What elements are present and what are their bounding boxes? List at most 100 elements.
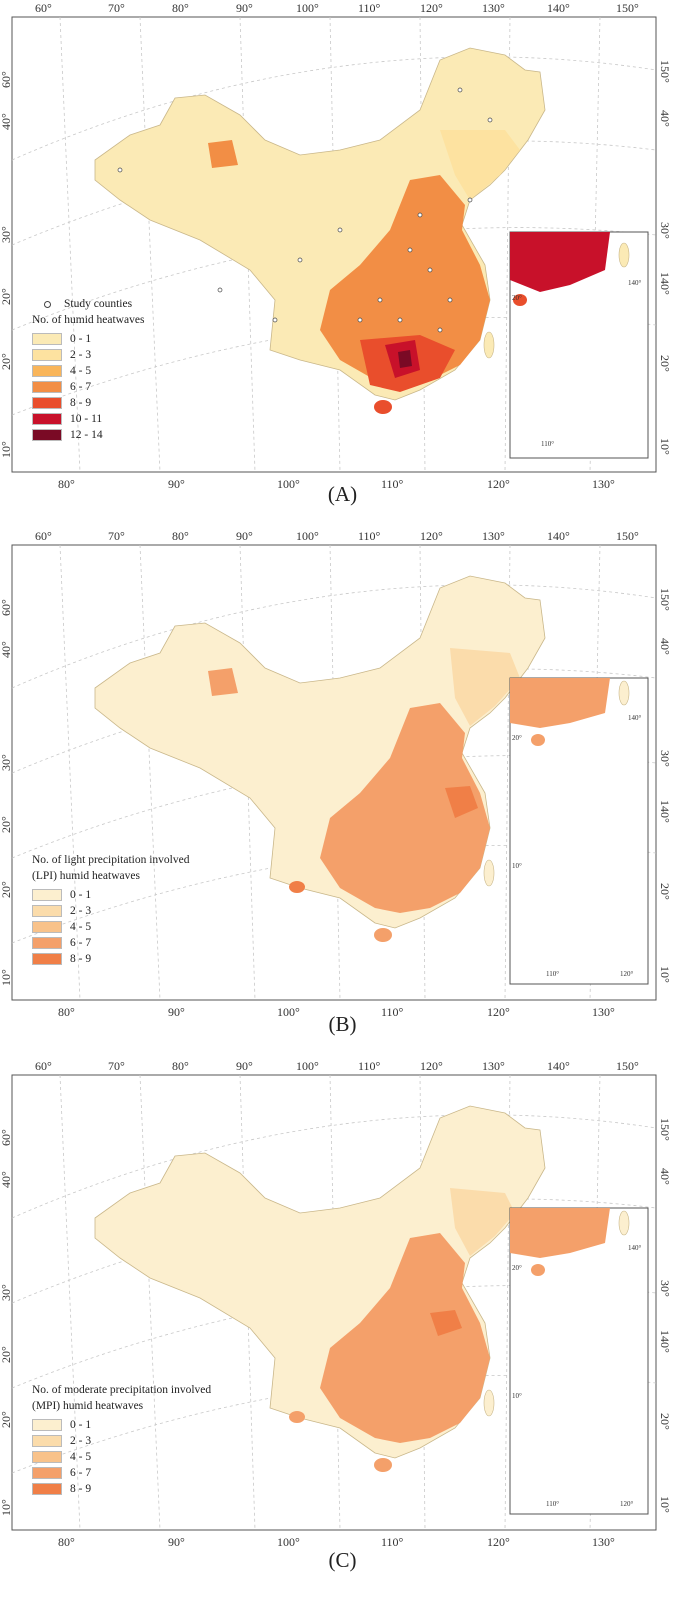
svg-text:140°: 140° (547, 1059, 570, 1073)
legend-item: 8 - 9 (32, 951, 212, 967)
south-sea-inset-c: 20° 140° 10° 110° 120° (509, 1207, 649, 1515)
svg-text:30°: 30° (658, 1280, 672, 1297)
svg-text:90°: 90° (236, 529, 253, 543)
legend-item: 4 - 5 (32, 919, 212, 935)
svg-text:90°: 90° (168, 477, 185, 491)
legend-swatch (32, 921, 62, 933)
svg-text:70°: 70° (108, 1059, 125, 1073)
svg-text:130°: 130° (592, 1535, 615, 1549)
svg-text:10°: 10° (0, 969, 13, 986)
svg-text:20°: 20° (512, 1264, 522, 1272)
legend-swatch (32, 333, 62, 345)
svg-text:30°: 30° (0, 226, 13, 243)
svg-text:80°: 80° (58, 1005, 75, 1019)
hainan-a (374, 400, 392, 414)
left-latitude-ticks: 60° 40° 30° 20° 20° 10° (0, 1129, 13, 1516)
legend-swatch (32, 1435, 62, 1447)
svg-text:90°: 90° (236, 1059, 253, 1073)
svg-text:40°: 40° (0, 641, 13, 658)
svg-text:10°: 10° (0, 1499, 13, 1516)
svg-text:40°: 40° (658, 110, 672, 127)
svg-text:140°: 140° (547, 529, 570, 543)
panel-caption: (B) (328, 1012, 357, 1036)
left-latitude-ticks: 60° 40° 30° 20° 20° 10° (0, 71, 13, 458)
legend-item: 0 - 1 (32, 887, 212, 903)
panel-c: 20° 140° 10° 110° 120° 60° 70° 80° 90° 1… (0, 1058, 685, 1601)
svg-text:120°: 120° (487, 1005, 510, 1019)
legend-item: 2 - 3 (32, 1433, 242, 1449)
legend-swatch (32, 1483, 62, 1495)
map-b: 20° 140° 10° 110° 120° 60° 70° 80° 90° 1… (0, 529, 672, 1019)
svg-text:80°: 80° (172, 1, 189, 15)
map-a: 20° 140° 110° 60° 70° 80° 90° 100° 110° … (0, 1, 672, 491)
svg-text:30°: 30° (658, 222, 672, 239)
legend-swatch (32, 365, 62, 377)
svg-text:10°: 10° (512, 1392, 522, 1400)
legend-swatch (32, 905, 62, 917)
legend-item: 2 - 3 (32, 903, 212, 919)
right-latitude-ticks: 150° 40° 30° 140° 20° 10° (658, 1118, 672, 1513)
svg-text:100°: 100° (296, 1059, 319, 1073)
svg-text:110°: 110° (381, 477, 404, 491)
svg-text:90°: 90° (236, 1, 253, 15)
svg-text:20°: 20° (658, 355, 672, 372)
legend-a: Study counties No. of humid heatwaves 0 … (32, 296, 144, 443)
taiwan-b (483, 859, 495, 887)
svg-text:140°: 140° (658, 800, 672, 823)
svg-text:10°: 10° (0, 441, 13, 458)
svg-text:60°: 60° (0, 71, 13, 88)
svg-text:40°: 40° (658, 1168, 672, 1185)
top-longitude-ticks: 60° 70° 80° 90° 100° 110° 120° 130° 140°… (35, 1059, 639, 1073)
legend-item: 6 - 7 (32, 379, 144, 395)
legend-title: No. of light precipitation involved (LPI… (32, 854, 190, 882)
hainan-c (374, 1458, 392, 1472)
svg-text:120°: 120° (420, 1059, 443, 1073)
legend-swatch (32, 413, 62, 425)
svg-text:110°: 110° (358, 1059, 381, 1073)
svg-text:140°: 140° (628, 714, 642, 722)
svg-text:30°: 30° (658, 750, 672, 767)
svg-text:20°: 20° (0, 288, 13, 305)
yunnan-spot-c (289, 1411, 305, 1423)
svg-text:100°: 100° (277, 1535, 300, 1549)
right-latitude-ticks: 150° 40° 30° 140° 20° 10° (658, 588, 672, 983)
svg-text:80°: 80° (58, 1535, 75, 1549)
study-county-marker-icon (32, 300, 62, 308)
svg-text:150°: 150° (658, 588, 672, 611)
panel-a: 20° 140° 110° 60° 70° 80° 90° 100° 110° … (0, 0, 685, 512)
right-latitude-ticks: 150° 40° 30° 140° 20° 10° (658, 60, 672, 455)
study-county-markers (117, 87, 493, 333)
svg-text:60°: 60° (0, 1129, 13, 1146)
map-frame (11, 1074, 657, 1531)
svg-text:140°: 140° (658, 1330, 672, 1353)
legend-item: 0 - 1 (32, 331, 144, 347)
svg-text:120°: 120° (487, 477, 510, 491)
svg-text:20°: 20° (512, 734, 522, 742)
legend-item: 4 - 5 (32, 363, 144, 379)
svg-text:70°: 70° (108, 1, 125, 15)
svg-text:150°: 150° (616, 1, 639, 15)
svg-text:80°: 80° (172, 529, 189, 543)
top-longitude-ticks: 60° 70° 80° 90° 100° 110° 120° 130° 140°… (35, 1, 639, 15)
legend-swatch (32, 1419, 62, 1431)
svg-text:110°: 110° (358, 529, 381, 543)
left-latitude-ticks: 60° 40° 30° 20° 20° 10° (0, 599, 13, 986)
panel-caption: (A) (327, 482, 358, 506)
svg-text:100°: 100° (277, 1005, 300, 1019)
yunnan-spot-b (289, 881, 305, 893)
svg-text:60°: 60° (0, 599, 13, 616)
svg-text:60°: 60° (35, 1059, 52, 1073)
map-frame (11, 544, 657, 1001)
map-frame (11, 16, 657, 473)
svg-text:120°: 120° (620, 970, 634, 978)
svg-text:60°: 60° (35, 529, 52, 543)
legend-swatch (32, 381, 62, 393)
svg-text:60°: 60° (35, 1, 52, 15)
svg-text:30°: 30° (0, 754, 13, 771)
svg-text:20°: 20° (658, 883, 672, 900)
region-east-b (320, 703, 490, 913)
svg-text:70°: 70° (108, 529, 125, 543)
svg-text:130°: 130° (482, 1, 505, 15)
region-peak-a (398, 350, 412, 368)
legend-item: 8 - 9 (32, 1481, 242, 1497)
